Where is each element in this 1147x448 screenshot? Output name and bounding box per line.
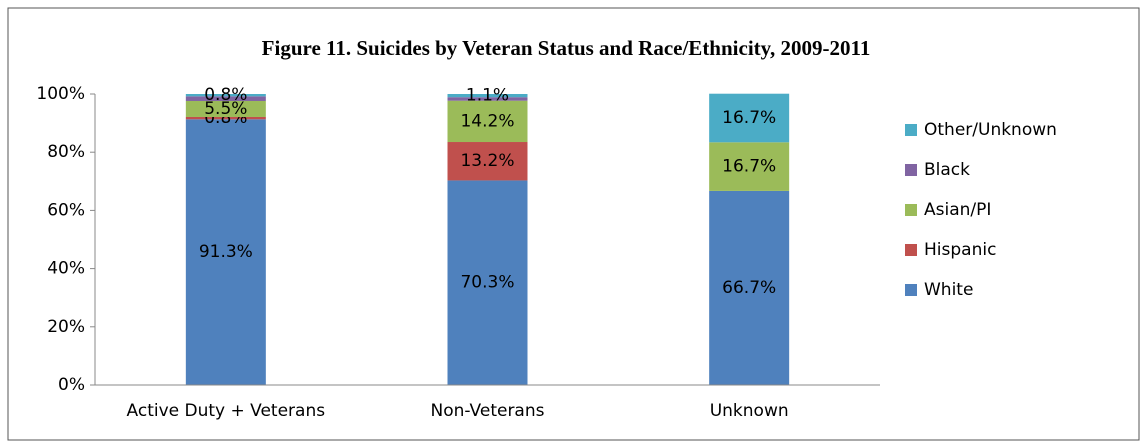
- data-label: 66.7%: [722, 278, 776, 298]
- bar-segment: [709, 142, 790, 191]
- bar-segment: [447, 180, 528, 385]
- bar-segment: [185, 94, 266, 97]
- y-tick-label: 100%: [36, 84, 85, 104]
- legend-swatch: [905, 244, 917, 256]
- y-tick-label: 0%: [58, 375, 85, 395]
- x-tick-label: Active Duty + Veterans: [127, 401, 326, 421]
- bar-segment: [185, 119, 266, 385]
- data-label: 91.3%: [199, 242, 253, 262]
- bar-segment: [185, 100, 266, 117]
- legend-swatch: [905, 124, 917, 136]
- y-tick-label: 60%: [47, 200, 85, 220]
- legend-label: White: [924, 280, 973, 300]
- y-tick-label: 80%: [47, 142, 85, 162]
- y-tick-label: 40%: [47, 259, 85, 279]
- data-label: 16.7%: [722, 108, 776, 128]
- chart-border: [7, 7, 1140, 441]
- x-tick-label: Non-Veterans: [431, 401, 545, 421]
- data-label: 5.5%: [204, 99, 247, 119]
- bar-segment: [185, 96, 266, 101]
- x-tick-label: Unknown: [710, 401, 789, 421]
- legend-swatch: [905, 204, 917, 216]
- data-label: 16.7%: [722, 157, 776, 177]
- bar-segment: [185, 116, 266, 120]
- legend-label: Asian/PI: [924, 200, 991, 220]
- legend-label: Other/Unknown: [924, 120, 1057, 140]
- bar-segment: [447, 142, 528, 181]
- legend-label: Black: [924, 160, 970, 180]
- y-tick-label: 20%: [47, 317, 85, 337]
- bar-segment: [709, 93, 790, 143]
- data-label: 1.1%: [466, 86, 509, 106]
- data-label: 0.8%: [204, 85, 247, 105]
- bar-segment: [709, 190, 790, 385]
- legend-swatch: [905, 284, 917, 296]
- legend-swatch: [905, 164, 917, 176]
- data-label: 14.2%: [460, 111, 514, 131]
- legend-label: Hispanic: [924, 240, 996, 260]
- data-label: 13.2%: [460, 151, 514, 171]
- chart-title: Figure 11. Suicides by Veteran Status an…: [262, 36, 871, 60]
- bar-segment: [447, 94, 528, 98]
- data-label: 70.3%: [460, 273, 514, 293]
- bar-segment: [447, 97, 528, 101]
- bar-segment: [447, 100, 528, 143]
